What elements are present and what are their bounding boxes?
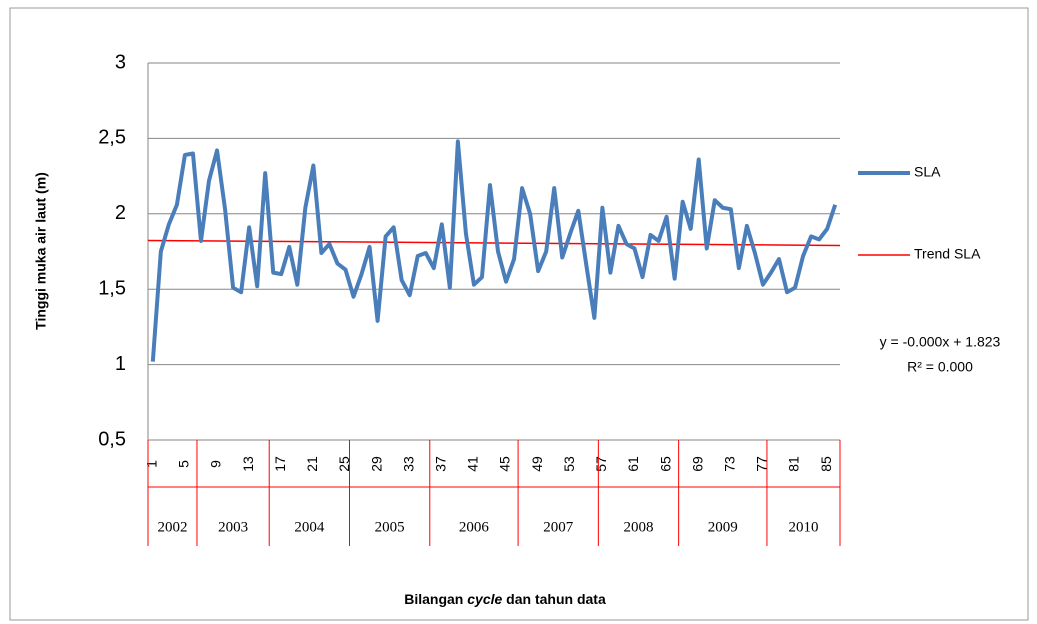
x-tick-label: 1: [144, 460, 160, 468]
y-tick-label: 1: [115, 353, 126, 375]
year-label: 2007: [543, 519, 574, 535]
x-tick-label: 13: [240, 456, 256, 472]
y-tick-label: 2: [115, 202, 126, 224]
x-tick-label: 29: [368, 456, 384, 472]
y-tick-label: 2,5: [98, 127, 126, 149]
x-tick-label: 69: [689, 456, 705, 472]
y-tick-label: 3: [115, 51, 126, 73]
x-tick-label: 9: [208, 460, 224, 468]
series-line: [147, 239, 841, 247]
legend-label: Trend SLA: [914, 246, 981, 262]
x-tick-label: 21: [304, 456, 320, 472]
x-tick-label: 85: [818, 456, 834, 472]
x-tick-label: 41: [465, 456, 481, 472]
x-tick-label: 37: [433, 456, 449, 472]
year-label: 2008: [624, 519, 654, 535]
year-label: 2006: [459, 519, 490, 535]
year-label: 2010: [788, 519, 818, 535]
y-axis-label: Tinggi muka air laut (m): [33, 172, 49, 330]
year-label: 2005: [375, 519, 405, 535]
x-tick-label: 53: [561, 456, 577, 472]
series-line: [150, 139, 838, 362]
x-tick-label: 57: [593, 456, 609, 472]
year-label: 2009: [708, 519, 738, 535]
x-tick-label: 45: [497, 456, 513, 472]
x-tick-label: 25: [336, 456, 352, 472]
chart-frame: [9, 7, 1029, 621]
x-tick-label: 81: [786, 456, 802, 472]
trend-r-squared: R² = 0.000: [907, 359, 973, 375]
x-label-part: cycle: [467, 591, 502, 607]
x-tick-label: 65: [657, 456, 673, 472]
year-label: 2002: [157, 519, 187, 535]
year-label: 2004: [294, 519, 325, 535]
x-label-part: dan tahun data: [502, 591, 606, 607]
trend-equation: y = -0.000x + 1.823: [880, 334, 1001, 350]
x-axis-label: Bilangan cycle dan tahun data: [404, 591, 606, 607]
x-tick-label: 17: [272, 456, 288, 472]
x-tick-label: 33: [400, 456, 416, 472]
x-tick-label: 61: [625, 456, 641, 472]
legend-label: SLA: [914, 164, 941, 180]
y-tick-label: 1,5: [98, 277, 126, 299]
x-tick-label: 5: [176, 460, 192, 468]
year-label: 2003: [218, 519, 248, 535]
y-tick-label: 0,5: [98, 428, 126, 450]
x-label-part: Bilangan: [404, 591, 467, 607]
x-tick-label: 77: [754, 456, 770, 472]
x-tick-label: 73: [722, 456, 738, 472]
x-tick-label: 49: [529, 456, 545, 472]
